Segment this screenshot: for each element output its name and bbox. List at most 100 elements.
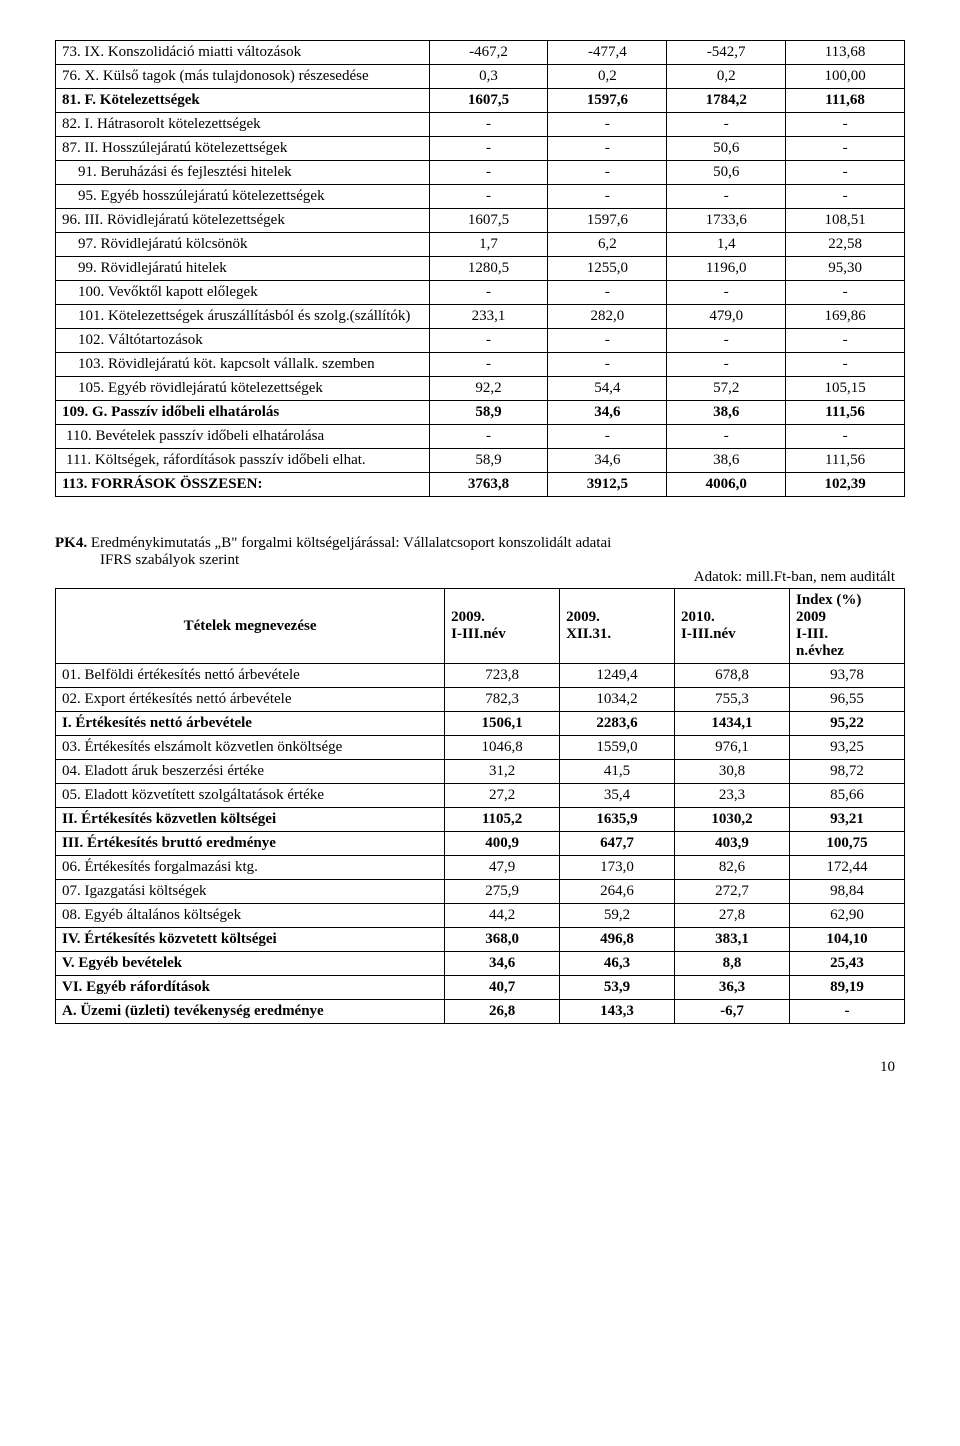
row-value: 1255,0	[548, 257, 667, 281]
row-value: 27,2	[445, 784, 560, 808]
table-row: 101. Kötelezettségek áruszállításból és …	[56, 305, 905, 329]
table-row: 102. Váltótartozások----	[56, 329, 905, 353]
row-value: -	[786, 161, 905, 185]
row-value: 59,2	[560, 904, 675, 928]
row-value: 40,7	[445, 976, 560, 1000]
row-value: 98,84	[789, 880, 904, 904]
row-value: 6,2	[548, 233, 667, 257]
row-value: 58,9	[429, 401, 548, 425]
row-value: 496,8	[560, 928, 675, 952]
pk4-line3: Adatok: mill.Ft-ban, nem auditált	[55, 569, 905, 586]
row-value: -	[667, 353, 786, 377]
row-value: 678,8	[675, 664, 790, 688]
row-value: 0,2	[548, 65, 667, 89]
row-value: 58,9	[429, 449, 548, 473]
row-label: 101. Kötelezettségek áruszállításból és …	[56, 305, 430, 329]
row-value: 82,6	[675, 856, 790, 880]
row-value: 26,8	[445, 1000, 560, 1024]
row-label: 99. Rövidlejáratú hitelek	[56, 257, 430, 281]
row-value: 108,51	[786, 209, 905, 233]
col-header-2010q: 2010.I-III.név	[675, 589, 790, 664]
row-value: 723,8	[445, 664, 560, 688]
row-value: 41,5	[560, 760, 675, 784]
pk4-line1-text: Eredménykimutatás „B" forgalmi költségel…	[91, 535, 611, 551]
row-value: 0,3	[429, 65, 548, 89]
table-row: V. Egyéb bevételek34,646,38,825,43	[56, 952, 905, 976]
row-value: -	[667, 281, 786, 305]
table-row: 100. Vevőktől kapott előlegek----	[56, 281, 905, 305]
row-label: 103. Rövidlejáratú köt. kapcsolt vállalk…	[56, 353, 430, 377]
row-label: 109. G. Passzív időbeli elhatárolás	[56, 401, 430, 425]
row-label: 08. Egyéb általános költségek	[56, 904, 445, 928]
row-label: 07. Igazgatási költségek	[56, 880, 445, 904]
row-value: 34,6	[445, 952, 560, 976]
row-label: 91. Beruházási és fejlesztési hitelek	[56, 161, 430, 185]
row-value: 1559,0	[560, 736, 675, 760]
pk4-prefix: PK4.	[55, 535, 91, 551]
row-value: 272,7	[675, 880, 790, 904]
row-value: 50,6	[667, 137, 786, 161]
row-value: 173,0	[560, 856, 675, 880]
row-value: 111,56	[786, 401, 905, 425]
row-value: 38,6	[667, 401, 786, 425]
table-row: 110. Bevételek passzív időbeli elhatárol…	[56, 425, 905, 449]
row-label: IV. Értékesítés közvetett költségei	[56, 928, 445, 952]
row-value: 95,22	[789, 712, 904, 736]
row-value: 113,68	[786, 41, 905, 65]
table-row: I. Értékesítés nettó árbevétele1506,1228…	[56, 712, 905, 736]
row-value: 100,00	[786, 65, 905, 89]
row-value: 143,3	[560, 1000, 675, 1024]
row-value: 62,90	[789, 904, 904, 928]
row-label: 76. X. Külső tagok (más tulajdonosok) ré…	[56, 65, 430, 89]
row-label: 100. Vevőktől kapott előlegek	[56, 281, 430, 305]
col-header-label: Tételek megnevezése	[56, 589, 445, 664]
row-value: 383,1	[675, 928, 790, 952]
income-header-row: Tételek megnevezése 2009.I-III.név 2009.…	[56, 589, 905, 664]
row-value: -	[789, 1000, 904, 1024]
row-label: A. Üzemi (üzleti) tevékenység eredménye	[56, 1000, 445, 1024]
row-label: III. Értékesítés bruttó eredménye	[56, 832, 445, 856]
row-value: 1,7	[429, 233, 548, 257]
row-value: 1046,8	[445, 736, 560, 760]
row-value: -467,2	[429, 41, 548, 65]
row-value: 104,10	[789, 928, 904, 952]
row-value: 1635,9	[560, 808, 675, 832]
row-label: 105. Egyéb rövidlejáratú kötelezettségek	[56, 377, 430, 401]
row-value: -	[429, 425, 548, 449]
row-value: -	[786, 329, 905, 353]
row-value: 1597,6	[548, 209, 667, 233]
row-value: 31,2	[445, 760, 560, 784]
row-value: 105,15	[786, 377, 905, 401]
row-value: 1030,2	[675, 808, 790, 832]
table-row: 109. G. Passzív időbeli elhatárolás58,9 3…	[56, 401, 905, 425]
table-row: 01. Belföldi értékesítés nettó árbevétel…	[56, 664, 905, 688]
table-row: 99. Rövidlejáratú hitelek1280,51255,0119…	[56, 257, 905, 281]
row-value: 98,72	[789, 760, 904, 784]
row-value: -	[786, 113, 905, 137]
row-label: 113. FORRÁSOK ÖSSZESEN:	[56, 473, 430, 497]
table-row: 95. Egyéb hosszúlejáratú kötelezettségek…	[56, 185, 905, 209]
row-value: -	[786, 281, 905, 305]
row-value: 23,3	[675, 784, 790, 808]
row-value: 38,6	[667, 449, 786, 473]
row-label: 82. I. Hátrasorolt kötelezettségek	[56, 113, 430, 137]
table-row: 105. Egyéb rövidlejáratú kötelezettségek…	[56, 377, 905, 401]
row-value: -	[429, 113, 548, 137]
col-header-2009q: 2009.I-III.név	[445, 589, 560, 664]
row-value: -	[429, 329, 548, 353]
table-row: 02. Export értékesítés nettó árbevétele7…	[56, 688, 905, 712]
row-value: 85,66	[789, 784, 904, 808]
row-value: 1733,6	[667, 209, 786, 233]
row-value: 3912,5	[548, 473, 667, 497]
row-value: 1196,0	[667, 257, 786, 281]
row-value: -	[548, 113, 667, 137]
row-value: -	[548, 281, 667, 305]
table-row: A. Üzemi (üzleti) tevékenység eredménye2…	[56, 1000, 905, 1024]
row-value: 1105,2	[445, 808, 560, 832]
table-row: 08. Egyéb általános költségek44,259,227,…	[56, 904, 905, 928]
table-row: II. Értékesítés közvetlen költségei1105,…	[56, 808, 905, 832]
row-label: 96. III. Rövidlejáratú kötelezettségek	[56, 209, 430, 233]
row-value: -	[429, 185, 548, 209]
row-value: 403,9	[675, 832, 790, 856]
table-row: 91. Beruházási és fejlesztési hitelek--5…	[56, 161, 905, 185]
